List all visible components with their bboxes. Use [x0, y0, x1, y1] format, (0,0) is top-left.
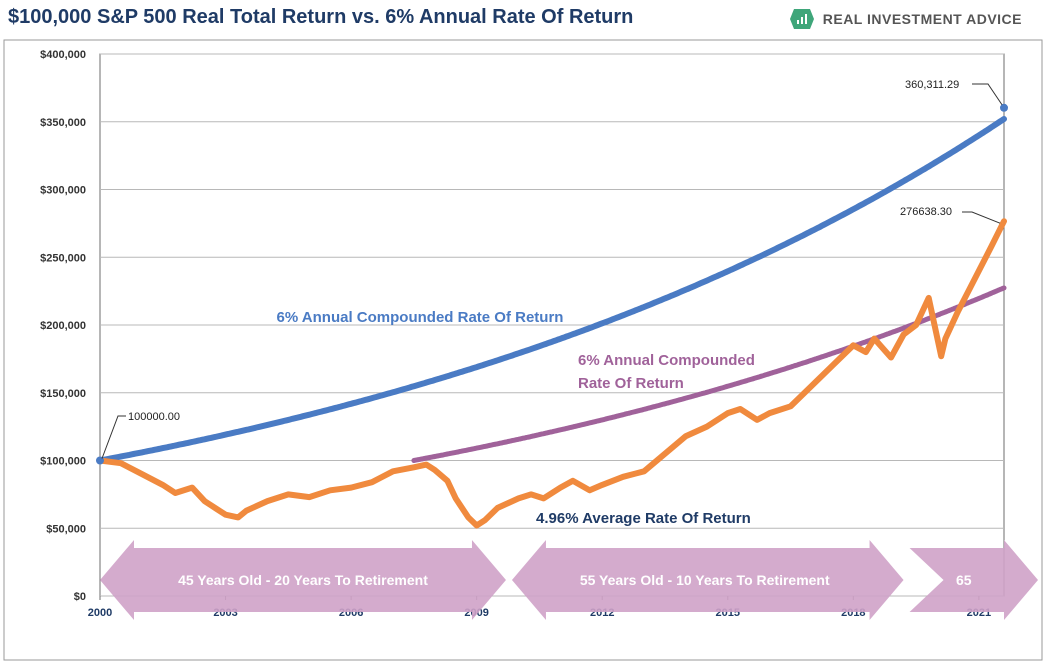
age-band-arrow	[100, 540, 506, 620]
blue-series-label: 6% Annual Compounded Rate Of Return	[277, 309, 564, 326]
brand: REAL INVESTMENT ADVICE	[789, 8, 1022, 30]
orange-series-label: 4.96% Average Rate Of Return	[536, 510, 751, 527]
y-tick-label: $200,000	[40, 320, 86, 332]
blue-end-point	[1000, 103, 1008, 112]
series-line-blue	[97, 116, 1007, 464]
y-tick-label: $300,000	[40, 185, 86, 197]
brand-name: REAL INVESTMENT ADVICE	[822, 11, 1022, 27]
age-band-label: 55 Years Old - 10 Years To Retirement	[580, 572, 830, 588]
chart-frame	[3, 39, 1043, 661]
purple-series-label-line2: Rate Of Return	[578, 375, 684, 392]
series-line-purple	[411, 285, 1007, 463]
y-tick-label: $100,000	[40, 456, 86, 468]
age-band-arrow	[909, 540, 1038, 620]
y-tick-label: $50,000	[46, 523, 86, 535]
annotation-leader	[101, 415, 126, 459]
annotation-blue-end-value: 360,311.29	[905, 79, 959, 91]
annotation-leader	[962, 211, 1001, 224]
series-line-orange	[97, 218, 1007, 529]
annotation-start-value: 100000.00	[128, 411, 180, 423]
y-tick-label: $400,000	[40, 49, 86, 61]
purple-series-label-line1: 6% Annual Compounded	[578, 352, 755, 369]
chart-title: $100,000 S&P 500 Real Total Return vs. 6…	[8, 6, 634, 28]
ria-chart-logo-icon	[789, 9, 814, 29]
annotation-leader	[972, 83, 1003, 106]
age-band-arrow	[511, 540, 904, 620]
y-tick-label: $150,000	[40, 388, 86, 400]
y-tick-label: $0	[74, 591, 86, 603]
annotation-orange-end-value: 276638.30	[900, 206, 952, 218]
age-band-label: 65	[956, 572, 972, 588]
age-band-label: 45 Years Old - 20 Years To Retirement	[178, 572, 428, 588]
y-tick-label: $250,000	[40, 252, 86, 264]
y-tick-label: $350,000	[40, 117, 86, 129]
x-tick-label: 2000	[88, 607, 112, 619]
